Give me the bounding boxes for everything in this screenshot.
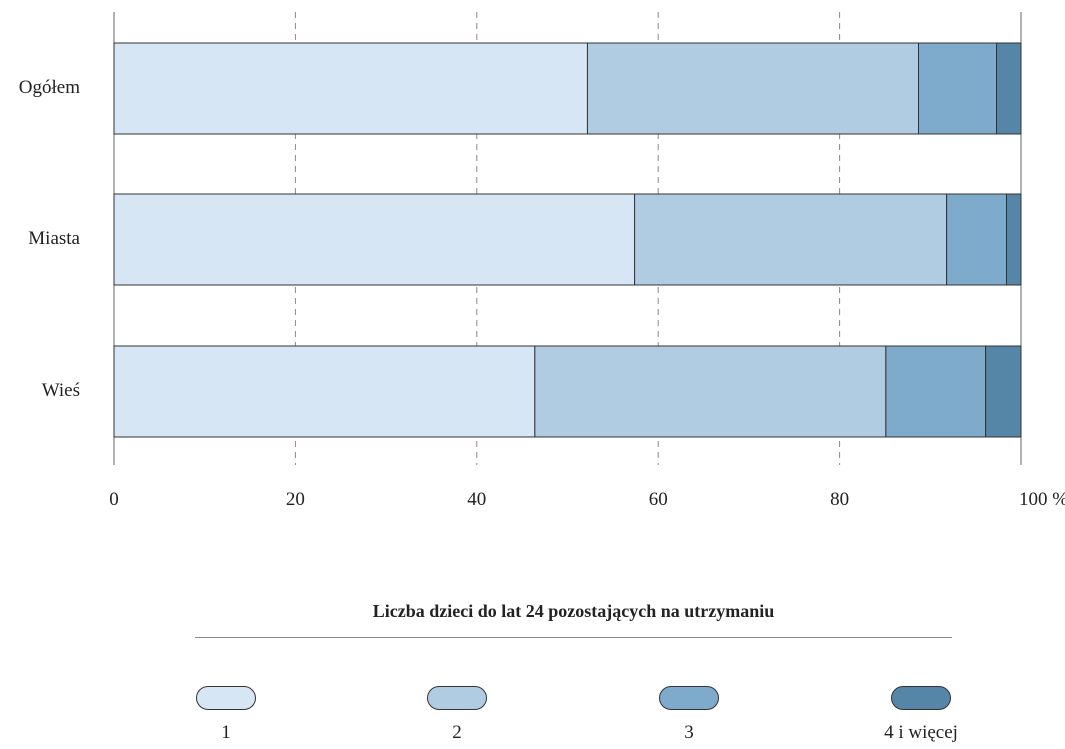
legend-item: 3 — [629, 686, 749, 744]
legend-label: 3 — [684, 722, 694, 743]
x-tick-label: 100 % — [1019, 489, 1065, 510]
stacked-bar-chart: Ogółem Miasta Wieś 0 20 40 60 80 100 % — [19, 12, 1065, 510]
legend-label: 2 — [452, 722, 462, 743]
category-label: Miasta — [28, 228, 80, 249]
x-tick-label: 60 — [649, 489, 668, 510]
bar-segment — [946, 193, 1007, 286]
bar-segment — [918, 42, 998, 135]
legend-swatch — [891, 686, 951, 710]
bar-segment — [634, 193, 948, 286]
bar-segment — [885, 345, 987, 438]
bar-segment — [534, 345, 887, 438]
legend-title: Liczba dzieci do lat 24 pozostających na… — [372, 601, 775, 621]
x-tick-label: 80 — [830, 489, 849, 510]
bar-segment — [996, 42, 1022, 135]
legend-label: 4 i więcej — [884, 722, 958, 743]
category-label: Ogółem — [19, 77, 80, 98]
legend-swatch — [196, 686, 256, 710]
legend-swatch — [427, 686, 487, 710]
x-tick-label: 20 — [286, 489, 305, 510]
legend-swatch — [659, 686, 719, 710]
category-label: Wieś — [42, 380, 80, 401]
bar-segment — [1005, 193, 1022, 286]
legend-label: 1 — [221, 722, 231, 743]
legend-divider — [195, 637, 952, 638]
legend-item: 4 i więcej — [861, 686, 981, 744]
x-tick-label: 0 — [109, 489, 119, 510]
bar-segment — [113, 345, 536, 438]
bar-segment — [985, 345, 1022, 438]
legend-item: 1 — [166, 686, 286, 744]
bar-segment — [113, 42, 588, 135]
legend-item: 2 — [397, 686, 517, 744]
bar-segment — [113, 193, 636, 286]
x-tick-label: 40 — [467, 489, 486, 510]
bar-segment — [586, 42, 920, 135]
